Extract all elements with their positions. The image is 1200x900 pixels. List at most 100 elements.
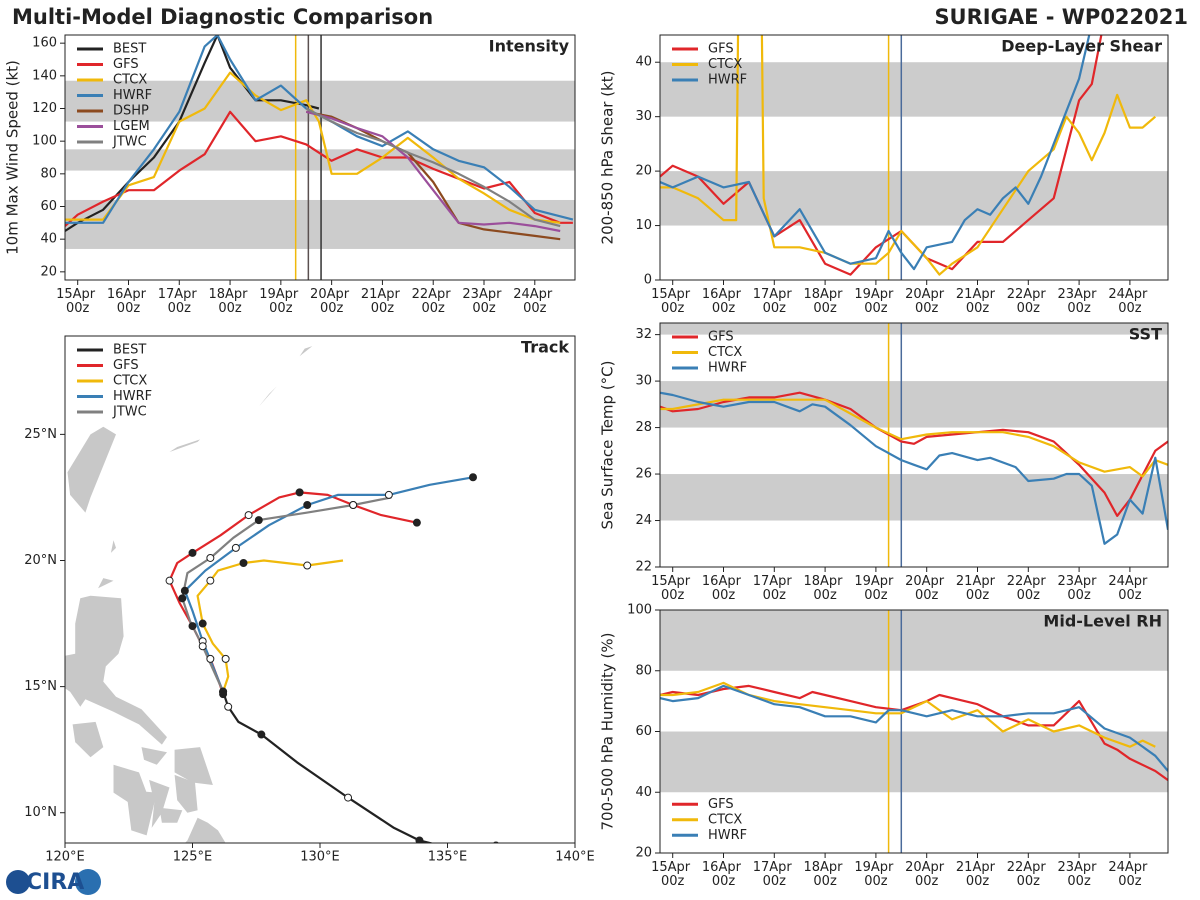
y-tick-label: 80 (635, 663, 652, 678)
y-tick-label: 28 (635, 420, 652, 435)
y-tick-label: 60 (40, 199, 57, 214)
series-line (305, 107, 561, 228)
x-tick-label: 24Apr 00z (513, 287, 556, 316)
land (67, 426, 116, 513)
y-tick-label: 20 (40, 264, 57, 279)
track-point (206, 654, 215, 663)
legend-label: CTCX (708, 812, 742, 827)
x-tick-label: 20Apr 00z (905, 574, 948, 603)
x-tick-label: 18Apr 00z (804, 860, 847, 889)
track-point (303, 501, 312, 509)
x-tick-label: 21Apr 00z (956, 287, 999, 316)
legend-label: BEST (113, 343, 146, 358)
panel-title: SST (1129, 325, 1162, 344)
x-tick-label: 21Apr 00z (956, 574, 999, 603)
land (169, 439, 201, 452)
track-line (181, 496, 392, 693)
x-tick-label: 20Apr 00z (310, 287, 353, 316)
x-tick-label: 15Apr 00z (651, 860, 694, 889)
legend-label: CTCX (113, 374, 147, 389)
y-axis-label: 200-850 hPa Shear (kt) (599, 71, 617, 245)
x-tick-label: 135°E (428, 850, 468, 865)
y-tick-label: 20°N (24, 553, 57, 568)
shaded-band (660, 171, 1168, 226)
legend-label: CTCX (708, 345, 742, 360)
x-tick-label: 19Apr 00z (259, 287, 302, 316)
legend-label: HWRF (708, 73, 747, 88)
legend-label: GFS (113, 57, 139, 72)
land (159, 807, 183, 823)
x-tick-label: 24Apr 00z (1108, 287, 1151, 316)
shaded-band (660, 381, 1168, 428)
x-tick-label: 22Apr 00z (1007, 574, 1050, 603)
x-tick-label: 23Apr 00z (1058, 287, 1101, 316)
x-tick-label: 15Apr 00z (651, 287, 694, 316)
land (141, 747, 167, 765)
track-point (469, 473, 477, 482)
track-point (415, 836, 424, 843)
track-point (344, 793, 353, 802)
legend-label: BEST (113, 42, 146, 57)
legend-label: HWRF (113, 389, 152, 404)
legend-label: LGEM (113, 119, 150, 134)
track-point (239, 559, 248, 568)
legend-label: DSHP (113, 104, 149, 119)
land (136, 817, 226, 843)
logo-circle (6, 870, 30, 894)
y-tick-label: 140 (32, 68, 57, 83)
x-tick-label: 125°E (173, 850, 213, 865)
panel-title: Track (521, 338, 569, 357)
panel-title: Mid-Level RH (1043, 612, 1162, 631)
track-point (165, 576, 174, 585)
track-point (206, 576, 215, 585)
series-line (660, 681, 1156, 748)
x-tick-label: 22Apr 00z (1007, 860, 1050, 889)
y-tick-label: 15°N (24, 679, 57, 694)
x-tick-label: 16Apr 00z (702, 287, 745, 316)
x-tick-label: 20Apr 00z (905, 860, 948, 889)
x-tick-label: 17Apr 00z (158, 287, 201, 316)
shaded-band (660, 323, 1168, 335)
track-line (196, 559, 344, 693)
legend-label: HWRF (708, 361, 747, 376)
series-line (65, 35, 320, 232)
x-tick-label: 23Apr 00z (1058, 574, 1101, 603)
panel-title: Deep-Layer Shear (1001, 37, 1162, 56)
y-tick-label: 30 (635, 374, 652, 389)
y-tick-label: 0 (644, 273, 652, 288)
land (299, 346, 313, 357)
legend-label: CTCX (113, 73, 147, 88)
x-tick-label: 24Apr 00z (1108, 574, 1151, 603)
land (258, 386, 277, 407)
y-tick-label: 20 (635, 846, 652, 861)
axes-frame (64, 34, 576, 281)
track-point (180, 586, 189, 595)
land (126, 790, 157, 836)
track-point (231, 543, 240, 552)
land (110, 540, 116, 553)
series-line (660, 391, 1168, 545)
track-point (295, 488, 304, 497)
x-tick-label: 18Apr 00z (804, 574, 847, 603)
y-tick-label: 10°N (24, 805, 57, 820)
y-tick-label: 40 (635, 55, 652, 70)
storm-id: SURIGAE - WP022021 (934, 5, 1188, 29)
y-tick-label: 40 (635, 785, 652, 800)
x-tick-label: 18Apr 00z (804, 287, 847, 316)
legend-label: GFS (708, 330, 734, 345)
x-tick-label: 19Apr 00z (854, 860, 897, 889)
x-tick-label: 16Apr 00z (702, 860, 745, 889)
page-title: Multi-Model Diagnostic Comparison (12, 5, 433, 29)
track-point (219, 687, 228, 696)
legend-label: HWRF (113, 88, 152, 103)
panel-title: Intensity (489, 37, 570, 56)
land (174, 774, 198, 813)
shaded-band (660, 62, 1168, 117)
y-tick-label: 100 (32, 134, 57, 149)
x-tick-label: 17Apr 00z (753, 287, 796, 316)
